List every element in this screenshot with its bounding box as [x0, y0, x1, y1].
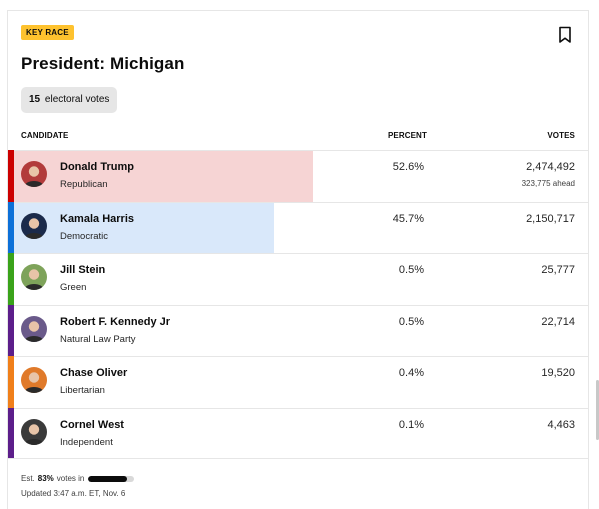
candidate-row: Jill Stein Green 0.5% 25,777: [8, 253, 588, 305]
candidate-party: Libertarian: [60, 385, 105, 396]
candidate-votes: 2,474,492: [526, 161, 575, 173]
party-color-stripe: [8, 201, 14, 253]
candidate-votes: 4,463: [547, 418, 575, 431]
candidate-percent: 45.7%: [392, 212, 424, 225]
candidate-votes: 22,714: [541, 315, 575, 328]
candidate-list: Donald Trump Republican 52.6% 2,474,492 323,…: [8, 150, 588, 459]
candidate-votes: 19,520: [541, 367, 575, 379]
electoral-votes-count: 15: [29, 94, 41, 105]
candidate-avatar: [21, 367, 47, 393]
vote-share-bar: [14, 202, 274, 253]
candidate-name: Robert F. Kennedy Jr: [60, 315, 171, 328]
candidate-percent: 0.5%: [398, 264, 424, 276]
electoral-votes-label: electoral votes: [44, 94, 110, 105]
column-header-votes: VOTES: [547, 131, 575, 140]
candidate-row: Cornel West Independent 0.1% 4,463: [8, 407, 588, 459]
candidate-votes: 2,150,717: [526, 212, 575, 225]
page-scrollbar[interactable]: [596, 380, 599, 440]
votes-in-progress-fill: [88, 475, 127, 482]
column-header-percent: PERCENT: [388, 131, 427, 140]
candidate-name: Donald Trump: [60, 161, 134, 173]
candidate-party: Republican: [60, 179, 108, 190]
race-card: KEY RACE President: Michigan 15 electora…: [7, 10, 589, 509]
electoral-votes-pill: 15 electoral votes: [21, 87, 118, 113]
votes-in-progress-bar: [88, 475, 135, 482]
candidate-percent: 0.1%: [398, 418, 424, 431]
candidate-percent: 0.4%: [398, 367, 424, 379]
est-prefix: Est.: [21, 474, 35, 483]
candidate-row: Robert F. Kennedy Jr Natural Law Party 0.5…: [8, 304, 588, 356]
candidate-party: Green: [60, 282, 87, 293]
est-suffix: votes in: [56, 474, 85, 483]
candidate-name: Cornel West: [60, 418, 124, 431]
candidate-avatar: [21, 212, 47, 239]
party-color-stripe: [8, 253, 14, 305]
candidate-row: Chase Oliver Libertarian 0.4% 19,520: [8, 356, 588, 408]
candidate-name: Chase Oliver: [60, 367, 128, 379]
candidate-name: Kamala Harris: [60, 212, 134, 225]
est-percent: 83%: [37, 474, 54, 483]
vote-share-bar: [14, 151, 313, 202]
party-color-stripe: [8, 356, 14, 408]
candidate-avatar: [21, 418, 47, 445]
party-color-stripe: [8, 304, 14, 356]
party-color-stripe: [8, 150, 14, 202]
party-color-stripe: [8, 407, 14, 458]
race-title: President: Michigan: [21, 54, 185, 73]
column-header-candidate: CANDIDATE: [21, 131, 69, 140]
candidate-avatar: [21, 264, 47, 290]
candidate-percent: 52.6%: [392, 161, 424, 173]
candidate-lead-margin: 323,775 ahead: [521, 179, 575, 188]
candidate-avatar: [21, 315, 47, 342]
candidate-party: Independent: [60, 436, 113, 448]
candidate-votes: 25,777: [541, 264, 575, 276]
candidate-party: Natural Law Party: [60, 333, 136, 345]
bookmark-icon[interactable]: [557, 26, 573, 44]
candidate-party: Democratic: [60, 230, 109, 242]
candidate-row: Donald Trump Republican 52.6% 2,474,492 323,…: [8, 150, 588, 202]
candidate-row: Kamala Harris Democratic 45.7% 2,150,717: [8, 201, 588, 253]
candidate-percent: 0.5%: [398, 315, 424, 328]
votes-in-estimate: Est. 83% votes in: [21, 474, 135, 483]
candidate-avatar: [21, 161, 47, 187]
candidate-name: Jill Stein: [60, 264, 106, 276]
updated-timestamp: Updated 3:47 a.m. ET, Nov. 6: [21, 489, 126, 498]
key-race-badge: KEY RACE: [21, 25, 74, 40]
